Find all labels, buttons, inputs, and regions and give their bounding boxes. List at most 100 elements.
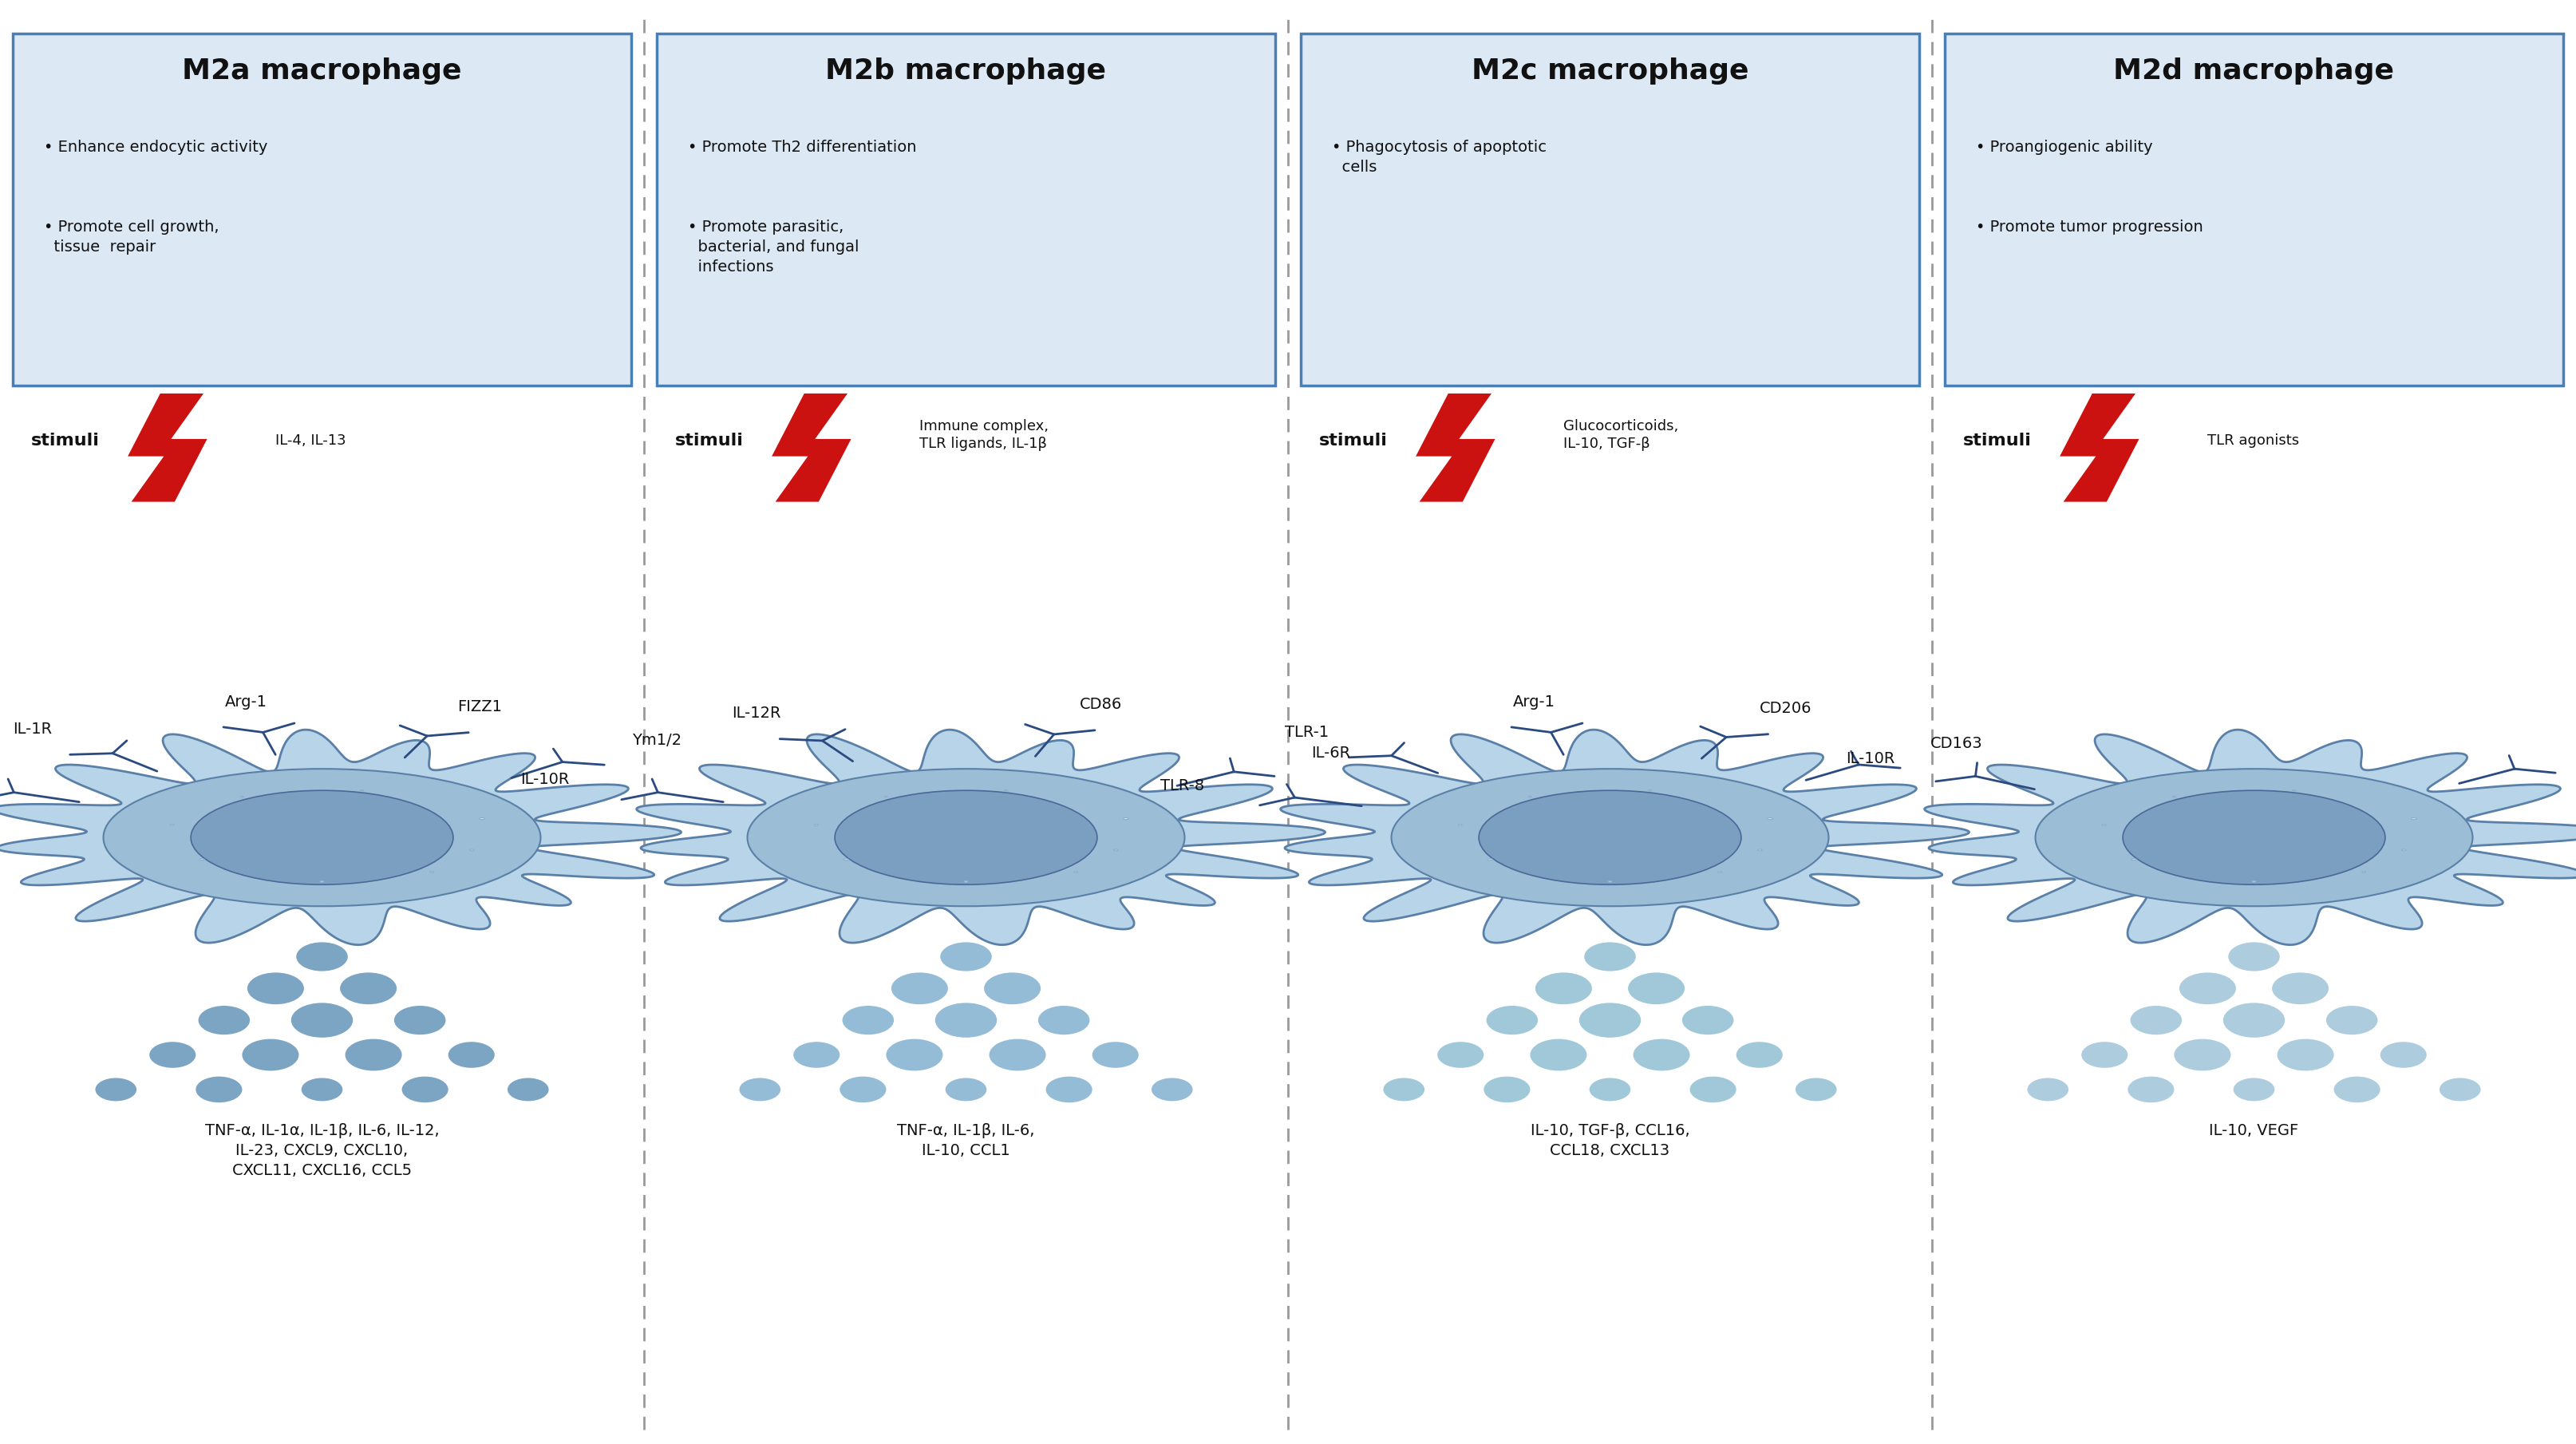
Circle shape (2179, 973, 2236, 1005)
Text: • Proangiogenic ability: • Proangiogenic ability (1976, 140, 2154, 156)
Circle shape (1486, 1006, 1538, 1035)
Text: Arg-1: Arg-1 (224, 695, 268, 709)
Ellipse shape (835, 790, 1097, 885)
Circle shape (1038, 1006, 1090, 1035)
Circle shape (1535, 973, 1592, 1005)
Circle shape (394, 1006, 446, 1035)
Text: IL-6R: IL-6R (1311, 745, 1350, 761)
Ellipse shape (2130, 859, 2136, 861)
Polygon shape (1924, 729, 2576, 944)
Circle shape (291, 1004, 353, 1038)
Circle shape (2174, 1040, 2231, 1071)
Circle shape (247, 973, 304, 1005)
Circle shape (1628, 973, 1685, 1005)
Text: Ym1/2: Ym1/2 (631, 732, 680, 748)
Text: stimuli: stimuli (675, 432, 744, 449)
Ellipse shape (1486, 859, 1492, 861)
Text: • Promote Th2 differentiation: • Promote Th2 differentiation (688, 140, 917, 156)
Circle shape (1092, 1043, 1139, 1069)
Circle shape (2027, 1079, 2069, 1102)
Circle shape (891, 973, 948, 1005)
Text: Immune complex,
TLR ligands, IL-1β: Immune complex, TLR ligands, IL-1β (920, 419, 1048, 451)
Text: CD163: CD163 (1929, 736, 1984, 751)
Text: stimuli: stimuli (31, 432, 100, 449)
Text: • Promote cell growth,
  tissue  repair: • Promote cell growth, tissue repair (44, 219, 219, 254)
Text: • Enhance endocytic activity: • Enhance endocytic activity (44, 140, 268, 156)
Ellipse shape (198, 859, 204, 861)
Text: M2a macrophage: M2a macrophage (183, 58, 461, 85)
Circle shape (2233, 1079, 2275, 1102)
Circle shape (984, 973, 1041, 1005)
Circle shape (989, 1040, 1046, 1071)
Text: IL-10, TGF-β, CCL16,
CCL18, CXCL13: IL-10, TGF-β, CCL16, CCL18, CXCL13 (1530, 1123, 1690, 1158)
Circle shape (95, 1079, 137, 1102)
Circle shape (1682, 1006, 1734, 1035)
Circle shape (2439, 1079, 2481, 1102)
Circle shape (842, 1006, 894, 1035)
Circle shape (1046, 1077, 1092, 1103)
Circle shape (940, 943, 992, 972)
Circle shape (935, 1004, 997, 1038)
Polygon shape (0, 729, 680, 944)
Polygon shape (1417, 394, 1494, 503)
Circle shape (2272, 973, 2329, 1005)
Ellipse shape (1767, 817, 1772, 820)
Circle shape (2223, 1004, 2285, 1038)
Text: stimuli: stimuli (1963, 432, 2032, 449)
Text: M2d macrophage: M2d macrophage (2112, 58, 2396, 85)
Ellipse shape (1479, 790, 1741, 885)
Circle shape (242, 1040, 299, 1071)
Text: • Phagocytosis of apoptotic
  cells: • Phagocytosis of apoptotic cells (1332, 140, 1546, 175)
Polygon shape (1280, 729, 1968, 944)
Ellipse shape (103, 768, 541, 907)
Circle shape (2334, 1077, 2380, 1103)
Circle shape (945, 1079, 987, 1102)
Circle shape (793, 1043, 840, 1069)
Text: CD86: CD86 (1079, 697, 1121, 712)
Text: • Promote parasitic,
  bacterial, and fungal
  infections: • Promote parasitic, bacterial, and fung… (688, 219, 858, 274)
Ellipse shape (747, 768, 1185, 907)
Polygon shape (129, 394, 206, 503)
Text: IL-10R: IL-10R (520, 771, 569, 787)
Circle shape (1437, 1043, 1484, 1069)
Circle shape (739, 1079, 781, 1102)
Text: Arg-1: Arg-1 (1512, 695, 1556, 709)
Text: Glucocorticoids,
IL-10, TGF-β: Glucocorticoids, IL-10, TGF-β (1564, 419, 1680, 451)
Circle shape (340, 973, 397, 1005)
Circle shape (2326, 1006, 2378, 1035)
Circle shape (1383, 1079, 1425, 1102)
Circle shape (196, 1077, 242, 1103)
Circle shape (448, 1043, 495, 1069)
Polygon shape (773, 394, 850, 503)
Circle shape (149, 1043, 196, 1069)
Text: IL-12R: IL-12R (732, 705, 781, 721)
Text: TLR-8: TLR-8 (1159, 778, 1203, 794)
Text: IL-4, IL-13: IL-4, IL-13 (276, 433, 345, 448)
Circle shape (2128, 1077, 2174, 1103)
Circle shape (507, 1079, 549, 1102)
Circle shape (1690, 1077, 1736, 1103)
Text: TLR agonists: TLR agonists (2208, 433, 2300, 448)
Text: TLR-1: TLR-1 (1285, 725, 1329, 739)
Circle shape (1633, 1040, 1690, 1071)
Circle shape (1579, 1004, 1641, 1038)
Circle shape (1795, 1079, 1837, 1102)
Text: TNF-α, IL-1α, IL-1β, IL-6, IL-12,
IL-23, CXCL9, CXCL10,
CXCL11, CXCL16, CCL5: TNF-α, IL-1α, IL-1β, IL-6, IL-12, IL-23,… (206, 1123, 438, 1178)
Ellipse shape (1391, 768, 1829, 907)
FancyBboxPatch shape (657, 33, 1275, 386)
Ellipse shape (479, 817, 484, 820)
Circle shape (2277, 1040, 2334, 1071)
Text: IL-10R: IL-10R (1847, 751, 1896, 767)
Text: IL-10, VEGF: IL-10, VEGF (2210, 1123, 2298, 1138)
Circle shape (1589, 1079, 1631, 1102)
Circle shape (2228, 943, 2280, 972)
Polygon shape (2061, 394, 2138, 503)
Circle shape (1484, 1077, 1530, 1103)
Ellipse shape (2035, 768, 2473, 907)
Circle shape (1530, 1040, 1587, 1071)
Ellipse shape (842, 859, 848, 861)
Circle shape (2380, 1043, 2427, 1069)
FancyBboxPatch shape (13, 33, 631, 386)
Text: stimuli: stimuli (1319, 432, 1388, 449)
Circle shape (345, 1040, 402, 1071)
